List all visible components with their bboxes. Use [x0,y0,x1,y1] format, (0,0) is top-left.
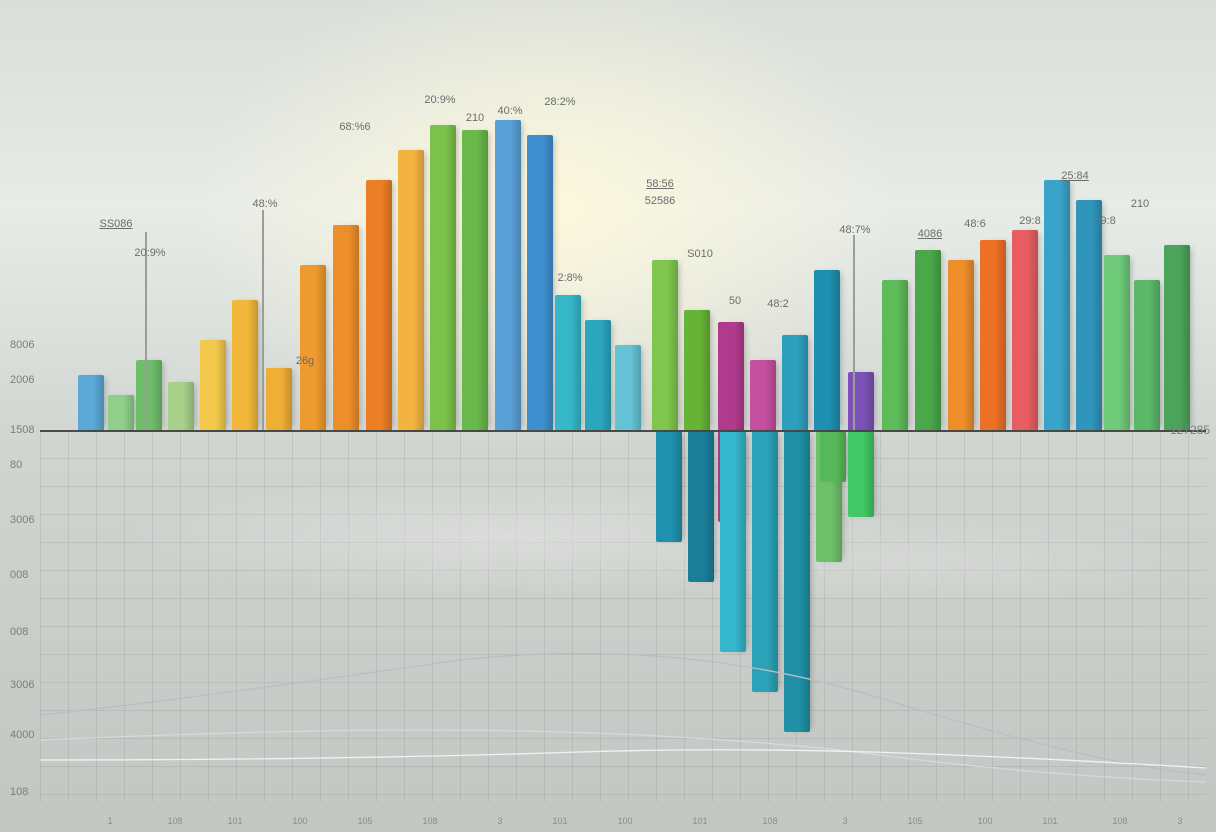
bar-up [652,260,678,430]
chart-canvas: 127285 1508 80 2006 8006 3006 008 008 3006 4000 1… [0,0,1216,832]
x-tick-label: 108 [762,816,777,826]
bar-up [948,260,974,430]
bar-up [333,225,359,430]
data-label: 2:8% [557,272,582,284]
bar-up [882,280,908,430]
data-label: 48:% [252,198,277,210]
x-tick-label: 108 [422,816,437,826]
y-tick-label: 8006 [10,339,34,351]
data-label: 20:9% [424,94,455,106]
y-tick-label: 4000 [10,729,34,741]
bar-up [200,340,226,430]
trend-lines [40,430,1206,802]
x-tick-label: 100 [977,816,992,826]
bar-up [527,135,553,430]
data-label: 58:56 [646,178,674,190]
bar-up [1134,280,1160,430]
x-tick-label: 100 [617,816,632,826]
x-tick-label: 3 [497,816,502,826]
bar-up [615,345,641,430]
callout-guide [145,232,147,430]
y-tick-label: 108 [10,786,28,798]
data-label: 40:% [497,105,522,117]
x-tick-label: 1 [107,816,112,826]
x-tick-label: 3 [842,816,847,826]
data-label: 20:9% [134,247,165,259]
y-tick-label: 008 [10,569,28,581]
x-tick-label: 3 [1177,816,1182,826]
bar-up [462,130,488,430]
y-tick-label: 008 [10,626,28,638]
x-tick-label: 101 [227,816,242,826]
bar-up [1076,200,1102,430]
data-label: 29:8 [1094,215,1115,227]
bar-up [300,265,326,430]
data-label: 29:8 [1019,215,1040,227]
y-tick-label: 3006 [10,679,34,691]
trend-line [40,730,1206,782]
x-tick-label: 105 [907,816,922,826]
bar-up [684,310,710,430]
bar-up [168,382,194,430]
x-tick-label: 101 [552,816,567,826]
bar-up [782,335,808,430]
data-label: 52586 [645,195,676,207]
bar-up [915,250,941,430]
bar-up [366,180,392,430]
data-label: S010 [687,248,713,260]
bar-up [750,360,776,430]
callout-guide [853,235,855,430]
bar-up [232,300,258,430]
x-tick-label: 101 [1042,816,1057,826]
x-tick-label: 101 [692,816,707,826]
bar-up [718,322,744,430]
bar-up [266,368,292,430]
bar-up [585,320,611,430]
y-tick-label: 2006 [10,374,34,386]
bar-up [1012,230,1038,430]
x-tick-label: 105 [357,816,372,826]
bar-up [78,375,104,430]
bar-up [1164,245,1190,430]
data-label: 48:7% [839,224,870,236]
x-tick-label: 108 [1112,816,1127,826]
bar-up [398,150,424,430]
data-label: 4086 [918,228,942,240]
right-axis-label: 127285 [1170,423,1210,437]
data-label: 25:84 [1061,170,1089,182]
callout-guide [262,210,264,430]
bar-up [136,360,162,430]
bar-up [555,295,581,430]
bar-up [108,395,134,430]
x-tick-label: 108 [167,816,182,826]
bar-up [980,240,1006,430]
data-label: 210 [1131,198,1149,210]
y-tick-label: 80 [10,459,22,471]
bar-up [1044,180,1070,430]
bar-up [814,270,840,430]
data-label: 48:2 [767,298,788,310]
trend-line [40,750,1206,768]
x-tick-label: 100 [292,816,307,826]
y-tick-label: 1508 [10,424,34,436]
data-label: SS086 [99,218,132,230]
bar-up [430,125,456,430]
trend-line [40,653,1206,775]
data-label: 28:2% [544,96,575,108]
data-label: 50 [729,295,741,307]
y-tick-label: 3006 [10,514,34,526]
data-label: 68:%6 [339,121,370,133]
data-label: 210 [466,112,484,124]
data-label: 48:6 [964,218,985,230]
bar-up [848,372,874,430]
data-label: 26g [296,355,314,367]
bar-up [495,120,521,430]
bar-up [1104,255,1130,430]
